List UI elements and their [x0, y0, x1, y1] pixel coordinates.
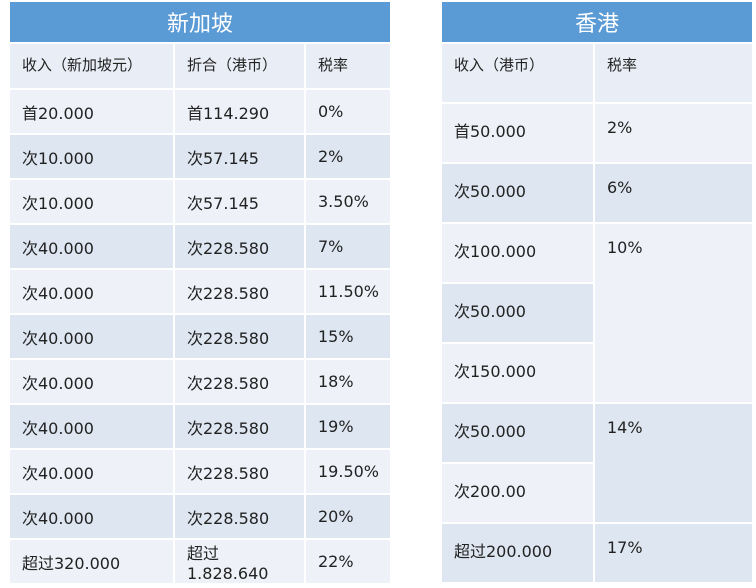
table-cell-income: 次40.000: [8, 403, 175, 450]
table-cell-rate: 11.50%: [304, 268, 392, 315]
table-cell-income: 超过200.000: [440, 522, 595, 584]
table-cell-income: 次40.000: [8, 223, 175, 270]
table-cell-income: 首50.000: [440, 102, 595, 164]
table-row: 次40.000 次228.580 15%: [8, 313, 392, 360]
table-row: 次10.000 次57.145 3.50%: [8, 178, 392, 225]
table-cell-converted: 次228.580: [173, 493, 306, 540]
table-cell-rate: 0%: [304, 88, 392, 135]
table-cell-income: 次10.000: [8, 133, 175, 180]
singapore-tax-table: 新加坡 收入（新加坡元） 折合（港币） 税率 首20.000 首114.290 0%…: [8, 0, 392, 585]
table-cell-income: 次150.000: [440, 342, 595, 404]
singapore-title: 新加坡: [8, 0, 392, 44]
table-row: 超过320.000 超过1.828.640 22%: [8, 538, 392, 585]
table-row: 次40.000 次228.580 11.50%: [8, 268, 392, 315]
table-cell-converted: 首114.290: [173, 88, 306, 135]
table-cell-rate: 18%: [304, 358, 392, 405]
table-cell-income: 次50.000: [440, 402, 595, 464]
table-row: 次40.000 次228.580 19.50%: [8, 448, 392, 495]
table-row: 首20.000 首114.290 0%: [8, 88, 392, 135]
table-cell-converted: 超过1.828.640: [173, 538, 306, 585]
hongkong-tax-table: 香港 收入（港币） 税率 首50.000 2% 次50.000 6% 次100.…: [439, 0, 755, 584]
table-row: 次40.000 次228.580 20%: [8, 493, 392, 540]
table-row: 次10.000 次57.145 2%: [8, 133, 392, 180]
table-cell-income: 次40.000: [8, 493, 175, 540]
table-cell-rate: 2%: [592, 102, 755, 164]
header-income-sgd: 收入（新加坡元）: [8, 42, 175, 90]
table-cell-converted: 次57.145: [173, 133, 306, 180]
table-cell-converted: 次228.580: [173, 403, 306, 450]
table-cell-rate: 15%: [304, 313, 392, 360]
table-cell-converted: 次228.580: [173, 268, 306, 315]
hongkong-title: 香港: [439, 0, 755, 44]
table-cell-rate: 2%: [304, 133, 392, 180]
table-cell-income: 次40.000: [8, 268, 175, 315]
header-converted-hkd: 折合（港币）: [173, 42, 306, 90]
header-income-hkd: 收入（港币）: [440, 42, 595, 104]
table-cell-converted: 次228.580: [173, 448, 306, 495]
table-cell-rate: 22%: [304, 538, 392, 585]
table-cell-rate: 6%: [592, 162, 755, 224]
table-cell-converted: 次228.580: [173, 223, 306, 270]
table-cell-income: 次40.000: [8, 358, 175, 405]
table-cell-converted: 次228.580: [173, 358, 306, 405]
table-row: 次40.000 次228.580 18%: [8, 358, 392, 405]
table-cell-rate: 10%: [592, 222, 755, 404]
table-cell-income: 次10.000: [8, 178, 175, 225]
table-row: 次40.000 次228.580 19%: [8, 403, 392, 450]
table-cell-income: 次40.000: [8, 313, 175, 360]
table-cell-income: 次100.000: [440, 222, 595, 284]
table-cell-rate: 20%: [304, 493, 392, 540]
table-cell-converted: 次57.145: [173, 178, 306, 225]
table-cell-rate: 7%: [304, 223, 392, 270]
table-cell-income: 次40.000: [8, 448, 175, 495]
table-cell-rate: 17%: [592, 522, 755, 584]
table-cell-income: 次200.00: [440, 462, 595, 524]
table-cell-rate: 3.50%: [304, 178, 392, 225]
table-cell-rate: 14%: [592, 402, 755, 524]
table-row: 次40.000 次228.580 7%: [8, 223, 392, 270]
table-cell-income: 首20.000: [8, 88, 175, 135]
table-cell-rate: 19.50%: [304, 448, 392, 495]
table-cell-income: 次50.000: [440, 282, 595, 344]
header-rate: 税率: [304, 42, 392, 90]
table-cell-converted: 次228.580: [173, 313, 306, 360]
table-cell-income: 次50.000: [440, 162, 595, 224]
table-cell-income: 超过320.000: [8, 538, 175, 585]
table-cell-rate: 19%: [304, 403, 392, 450]
header-rate: 税率: [592, 42, 755, 104]
